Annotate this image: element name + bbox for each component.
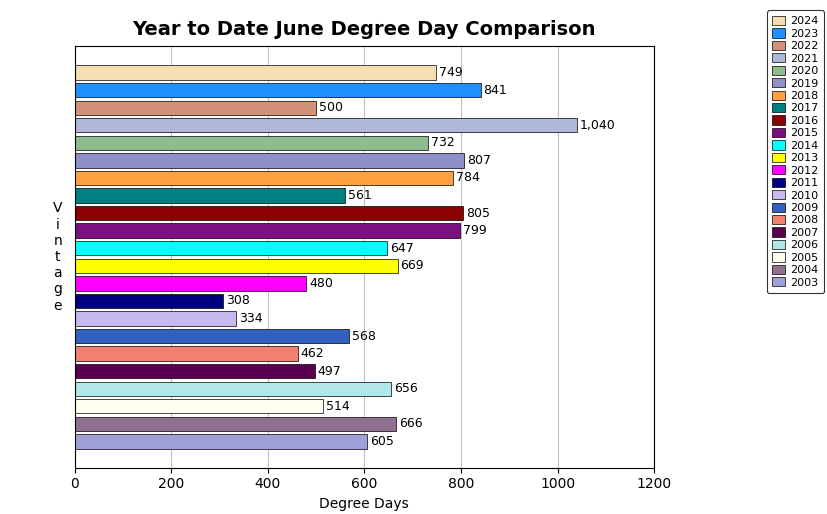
- Text: 799: 799: [463, 224, 486, 237]
- Text: 561: 561: [348, 189, 371, 202]
- Legend: 2024, 2023, 2022, 2021, 2020, 2019, 2018, 2017, 2016, 2015, 2014, 2013, 2012, 20: 2024, 2023, 2022, 2021, 2020, 2019, 2018…: [766, 10, 823, 293]
- Text: 841: 841: [483, 84, 507, 97]
- Bar: [74, 153, 464, 168]
- Bar: [74, 206, 463, 221]
- Text: 807: 807: [466, 154, 490, 167]
- Bar: [74, 293, 223, 308]
- Text: 500: 500: [318, 101, 342, 114]
- Bar: [74, 417, 395, 431]
- Bar: [74, 259, 397, 273]
- Bar: [74, 241, 386, 255]
- Bar: [74, 101, 316, 115]
- Text: 805: 805: [466, 207, 490, 219]
- Bar: [74, 434, 366, 449]
- Text: 669: 669: [400, 259, 423, 272]
- Bar: [74, 364, 314, 378]
- Bar: [74, 171, 452, 185]
- Text: 666: 666: [399, 417, 423, 430]
- Bar: [74, 311, 236, 326]
- Text: 749: 749: [438, 66, 462, 79]
- Bar: [74, 65, 436, 80]
- Y-axis label: V
i
n
t
a
g
e: V i n t a g e: [53, 201, 63, 313]
- Text: 1,040: 1,040: [579, 119, 614, 132]
- Text: 784: 784: [456, 172, 480, 185]
- Text: 568: 568: [351, 329, 375, 342]
- X-axis label: Degree Days: Degree Days: [319, 497, 409, 511]
- Bar: [74, 381, 391, 396]
- Text: 334: 334: [238, 312, 262, 325]
- Bar: [74, 399, 323, 413]
- Bar: [74, 346, 298, 361]
- Bar: [74, 83, 480, 97]
- Text: 647: 647: [390, 242, 414, 255]
- Text: 514: 514: [325, 400, 349, 413]
- Title: Year to Date June Degree Day Comparison: Year to Date June Degree Day Comparison: [132, 20, 595, 39]
- Text: 605: 605: [369, 435, 393, 448]
- Bar: [74, 224, 460, 238]
- Text: 462: 462: [300, 347, 324, 360]
- Text: 656: 656: [394, 382, 418, 395]
- Bar: [74, 329, 348, 343]
- Bar: [74, 276, 306, 290]
- Text: 308: 308: [226, 295, 250, 307]
- Bar: [74, 188, 345, 203]
- Bar: [74, 118, 576, 133]
- Bar: [74, 136, 428, 150]
- Text: 497: 497: [317, 364, 341, 378]
- Text: 732: 732: [430, 136, 454, 150]
- Text: 480: 480: [308, 277, 332, 290]
